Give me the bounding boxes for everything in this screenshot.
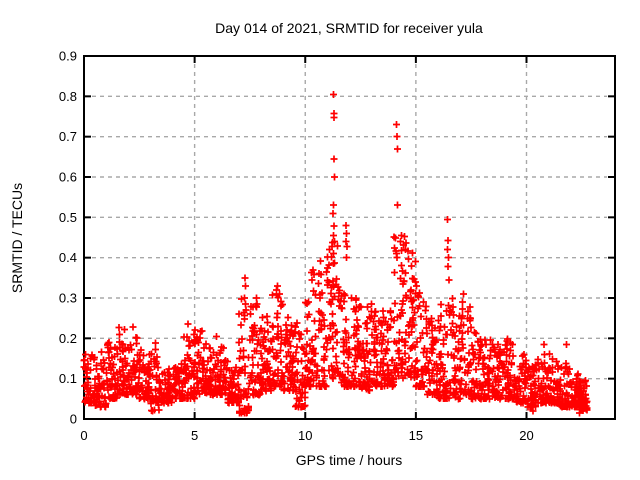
y-tick-label: 0.9 bbox=[59, 49, 77, 64]
chart-title: Day 014 of 2021, SRMTID for receiver yul… bbox=[215, 20, 483, 36]
x-tick-label: 0 bbox=[80, 428, 87, 443]
axis-ticks bbox=[83, 55, 615, 420]
x-axis-label: GPS time / hours bbox=[296, 452, 403, 468]
y-tick-label: 0.3 bbox=[59, 291, 77, 306]
y-tick-label: 0 bbox=[70, 412, 77, 427]
x-tick-label: 5 bbox=[191, 428, 198, 443]
scatter-data-points bbox=[80, 91, 591, 417]
scatter-plus-markers bbox=[80, 91, 591, 417]
y-tick-label: 0.7 bbox=[59, 129, 77, 144]
y-axis-label: SRMTID / TECUs bbox=[9, 183, 25, 293]
x-tick-label: 15 bbox=[409, 428, 423, 443]
y-tick-label: 0.6 bbox=[59, 170, 77, 185]
y-tick-label: 0.8 bbox=[59, 89, 77, 104]
y-tick-label: 0.4 bbox=[59, 250, 77, 265]
plot-border bbox=[83, 55, 616, 420]
y-tick-label: 0.1 bbox=[59, 371, 77, 386]
x-tick-label: 20 bbox=[519, 428, 533, 443]
tick-labels: 0 0.1 0.2 0.3 0.4 0.5 0.6 0.7 0.8 0.9 0 5 10 15 20 bbox=[59, 49, 534, 444]
y-tick-label: 0.5 bbox=[59, 210, 77, 225]
x-tick-label: 10 bbox=[298, 428, 312, 443]
y-tick-label: 0.2 bbox=[59, 331, 77, 346]
